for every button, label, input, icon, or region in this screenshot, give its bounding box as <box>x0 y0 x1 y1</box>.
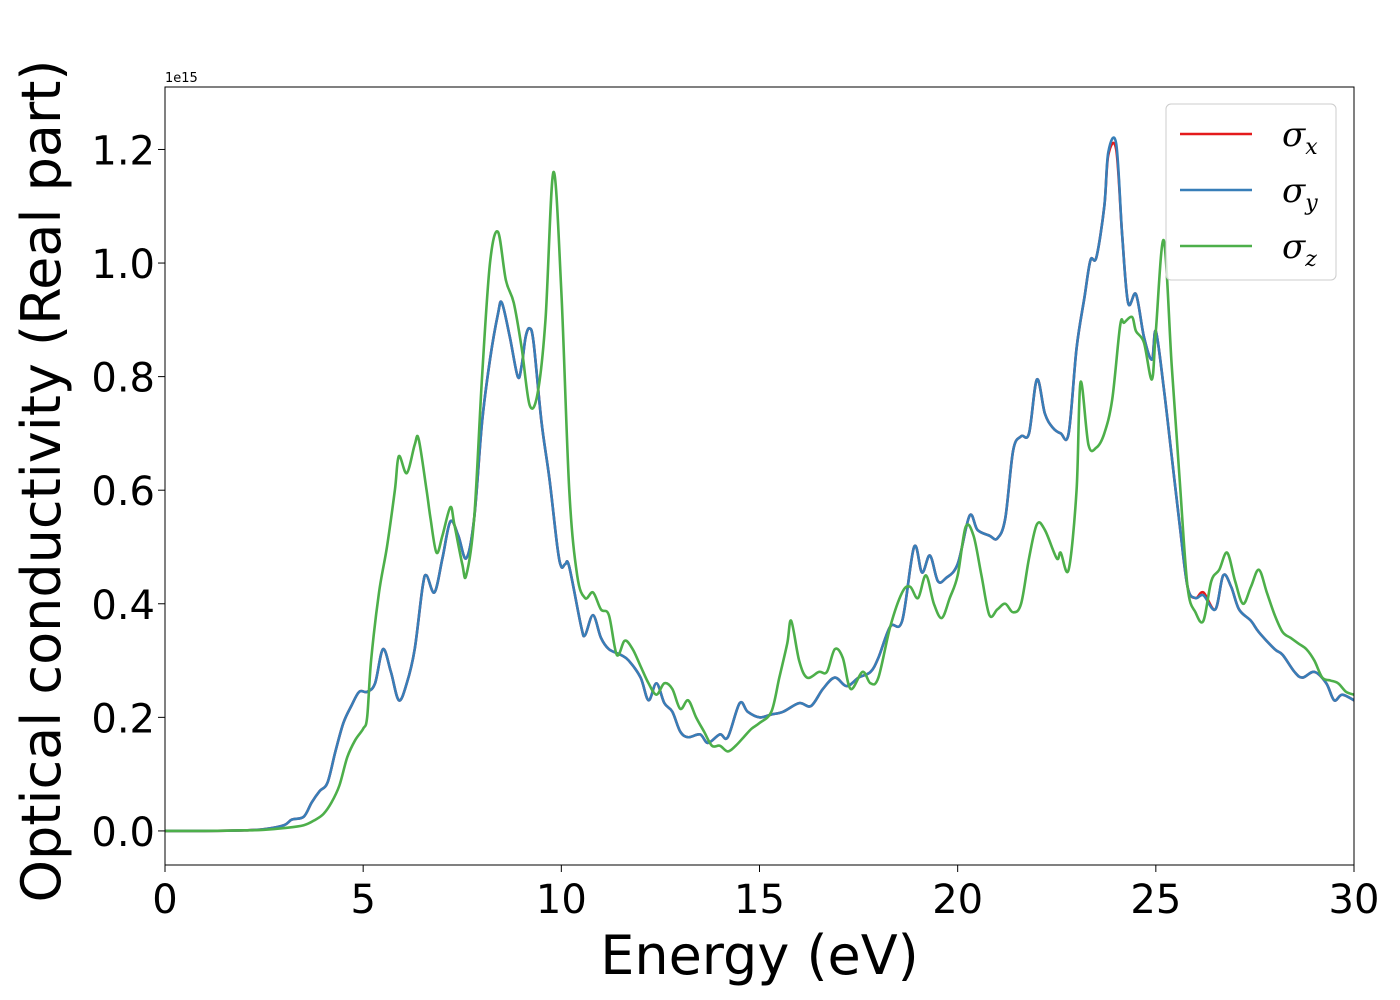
legend-label-z: σz <box>1282 227 1317 272</box>
legend-label-x: σx <box>1282 115 1318 160</box>
x-tick-label: 25 <box>1130 877 1181 923</box>
legend-box <box>1165 103 1337 281</box>
x-axis-label: Energy (eV) <box>600 924 919 987</box>
x-tick-label: 20 <box>932 877 983 923</box>
series-line-z <box>165 170 1354 833</box>
y-axis-ticks: 0.0 0.2 0.4 0.6 0.8 1.0 1.2 <box>91 128 165 856</box>
y-tick-label: 0.0 <box>91 810 155 856</box>
legend: σx σy σz <box>1165 103 1337 281</box>
x-tick-label: 0 <box>152 877 177 923</box>
y-tick-label: 0.8 <box>91 356 155 402</box>
x-tick-label: 5 <box>350 877 375 923</box>
y-tick-label: 0.6 <box>91 469 155 515</box>
x-tick-label: 15 <box>734 877 785 923</box>
x-tick-label: 30 <box>1329 877 1380 923</box>
legend-label-y: σy <box>1282 171 1318 216</box>
y-axis-label: Optical conductivity (Real part) <box>10 60 73 903</box>
y-offset-label: 1e15 <box>165 71 198 86</box>
y-tick-label: 0.2 <box>91 696 155 742</box>
x-axis-ticks: 0 5 10 15 20 25 30 <box>152 865 1379 923</box>
series-layer <box>165 136 1354 833</box>
y-tick-label: 1.2 <box>91 128 155 174</box>
y-tick-label: 1.0 <box>91 242 155 288</box>
x-tick-label: 10 <box>536 877 587 923</box>
y-tick-label: 0.4 <box>91 583 155 629</box>
